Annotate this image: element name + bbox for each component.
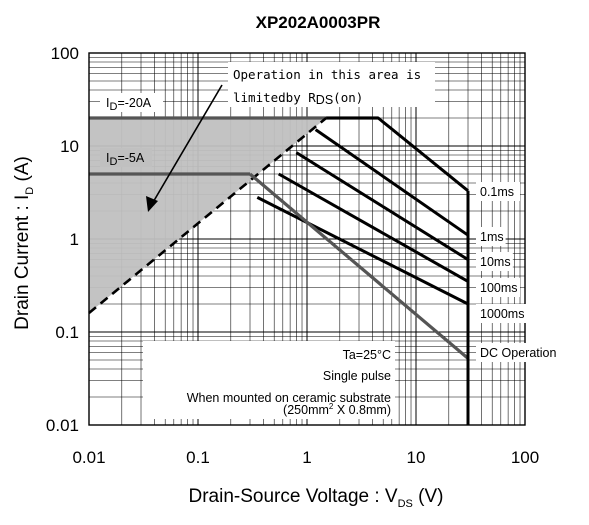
chart-title: XP202A0003PR: [256, 13, 381, 32]
series-label-bg: [476, 304, 528, 323]
y-axis-label: Drain Current : ID (A): [12, 156, 36, 330]
x-tick-label: 1: [302, 448, 311, 467]
annotation-arrow: [146, 84, 223, 212]
id-5a-annotation: ID=-5A: [100, 148, 152, 168]
series-0-1ms: [326, 116, 469, 192]
x-tick-label: 100: [511, 448, 539, 467]
series-label-bg: [476, 343, 571, 362]
series-labels: 0.1ms 1ms 10ms 100ms 1000ms DC Operation: [476, 182, 571, 362]
x-axis-label: Drain-Source Voltage : VDS (V): [188, 486, 443, 510]
id-20a-annotation: ID=-20A: [100, 93, 163, 113]
condition-mount: When mounted on ceramic substrate: [187, 391, 391, 405]
series-label-bg: [476, 227, 506, 246]
y-tick-label: 10: [60, 137, 79, 156]
series-rds-on-limit: [88, 116, 328, 315]
condition-size: (250mm2 X 0.8mm): [283, 402, 391, 417]
y-tick-label: 1: [70, 230, 79, 249]
series-group: [88, 116, 470, 425]
series-100ms: [277, 172, 469, 283]
x-tick-label: 0.01: [72, 448, 105, 467]
series-dc-operation: [248, 172, 470, 360]
tick-labels: 0.01 0.1 1 10 100 100 10 1 0.1 0.01: [46, 44, 539, 467]
series-label-10ms: 10ms: [480, 255, 511, 269]
series-label-1000ms: 1000ms: [480, 307, 524, 321]
y-tick-label: 100: [51, 44, 79, 63]
series-label-100ms: 100ms: [480, 281, 518, 295]
limit-note-line1: Operation in this area is: [233, 67, 421, 82]
condition-ta: Ta=25°C: [343, 348, 391, 362]
x-tick-label: 10: [407, 448, 426, 467]
series-label-1ms: 1ms: [480, 230, 504, 244]
conditions-box: Ta=25°C Single pulse When mounted on cer…: [143, 341, 395, 419]
y-tick-label: 0.01: [46, 416, 79, 435]
series-label-bg: [476, 252, 513, 271]
svg-text:ID=-20A: ID=-20A: [106, 96, 152, 113]
series-label-0-1ms: 0.1ms: [480, 185, 514, 199]
series-1ms: [314, 128, 469, 237]
series-label-bg: [476, 278, 520, 297]
x-tick-label: 0.1: [186, 448, 210, 467]
series-label-dc-operation: DC Operation: [480, 346, 556, 360]
svg-text:ID=-5A: ID=-5A: [106, 151, 145, 168]
series-1000ms: [256, 196, 469, 306]
series-label-bg: [476, 182, 520, 201]
series-10ms: [295, 151, 469, 261]
y-tick-label: 0.1: [55, 323, 79, 342]
limit-note: Operation in this area is limitedby RDS(…: [228, 62, 435, 107]
limit-note-line2: limitedby RDS(on): [233, 90, 363, 107]
plot-border: [88, 52, 526, 426]
plot-frame: [88, 52, 526, 426]
condition-pulse: Single pulse: [323, 369, 391, 383]
